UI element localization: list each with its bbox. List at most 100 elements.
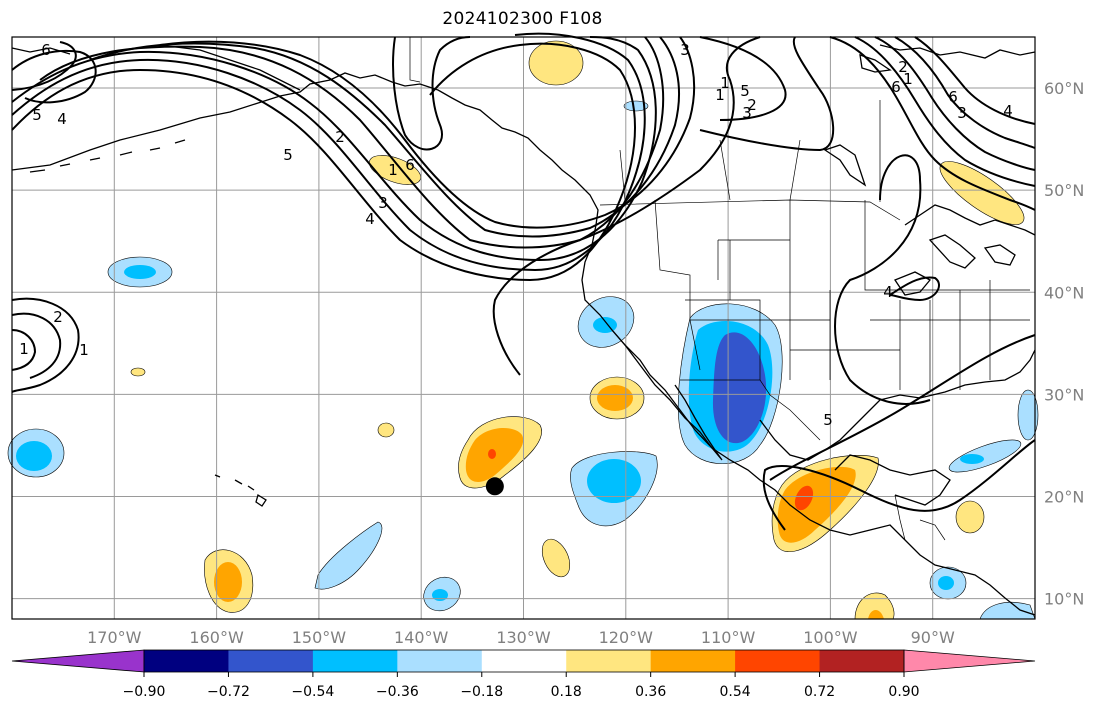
contour-line (159, 36, 696, 229)
contour-line (11, 297, 80, 393)
negative-anomaly-region (979, 601, 1036, 620)
colorbar-tick-label: −0.36 (376, 684, 419, 700)
height-contours (11, 32, 1036, 531)
yucatan-coastline (834, 454, 951, 506)
negative-anomaly-core (938, 576, 954, 590)
political-borders (409, 37, 1030, 541)
colorbar-tick-label: −0.90 (123, 684, 166, 700)
colorbar-outline (143, 649, 905, 673)
aleutian-islands (29, 139, 186, 173)
colorbar-tick-label: 0.72 (804, 684, 835, 700)
longitude-label: 100°W (803, 628, 858, 647)
colorbar-segment (819, 650, 905, 672)
gulf-coastline (759, 349, 1036, 461)
contour-line (11, 36, 657, 262)
colorbar-tick-label: −0.72 (207, 684, 250, 700)
longitude-label: 120°W (599, 628, 654, 647)
longitude-label: 130°W (496, 628, 551, 647)
island (214, 474, 221, 478)
contour-label: 6 (41, 41, 51, 59)
province-border (619, 100, 881, 202)
contour-line (829, 36, 1036, 211)
contour-line (894, 36, 1036, 149)
latitude-label: 60°N (1044, 79, 1084, 98)
colorbar-segment (650, 650, 736, 672)
storm-position-marker (485, 477, 504, 496)
contour-label: 6 (891, 78, 901, 96)
colorbar-segment (144, 650, 229, 672)
great-lakes-shore (904, 204, 1036, 236)
central-america-border (894, 494, 946, 541)
great-lake (983, 244, 1016, 266)
colorbar-tick-label: −0.18 (460, 684, 503, 700)
contour-label: 2 (53, 308, 63, 326)
contour-label: 5 (740, 82, 750, 100)
contour-label: 3 (742, 104, 752, 122)
negative-anomaly-core (124, 265, 156, 279)
positive-anomaly-core (868, 609, 884, 619)
contour-line (11, 32, 646, 272)
us-mexico-border (680, 379, 821, 441)
longitude-label: 150°W (292, 628, 347, 647)
longitude-labels: 170°W 160°W 150°W 140°W 130°W 120°W 110°W 100°W… (87, 628, 955, 647)
colorbar-segment (312, 650, 398, 672)
map-title: 2024102300 F108 (442, 9, 603, 29)
positive-anomaly-region (955, 500, 985, 534)
strong-positive-anomaly-core (488, 449, 496, 459)
strong-positive-anomaly-core (794, 485, 814, 511)
island (255, 493, 267, 507)
baja-coastline (611, 329, 723, 461)
latitude-label: 40°N (1044, 283, 1084, 302)
contour-line (89, 36, 681, 238)
contour-line (11, 312, 62, 379)
colorbar-segment (228, 650, 314, 672)
contour-label: 4 (883, 283, 893, 301)
contour-label: 5 (32, 106, 42, 124)
contour-line (11, 42, 636, 282)
negative-anomaly-core (587, 459, 641, 503)
contour-line (492, 36, 761, 376)
colorbar-segment (397, 650, 483, 672)
map-gridlines (12, 37, 1035, 619)
island (823, 144, 867, 187)
colorbar-segment (566, 650, 652, 672)
contour-label: 1 (903, 70, 913, 88)
contour-label: 5 (283, 146, 293, 164)
colorbar-segment (735, 650, 821, 672)
colorbar-tick-label: 0.54 (720, 684, 751, 700)
contour-label: 3 (957, 104, 967, 122)
colorbar-tick-label: −0.54 (291, 684, 334, 700)
longitude-label: 160°W (189, 628, 244, 647)
contour-label: 3 (378, 194, 388, 212)
alaska-coast (159, 44, 301, 91)
great-lake (928, 234, 976, 269)
contour-line (914, 36, 1036, 125)
longitude-label: 110°W (701, 628, 756, 647)
contour-label: 1 (79, 341, 89, 359)
contour-line (11, 49, 97, 104)
positive-anomaly-region (377, 422, 395, 438)
contour-line (889, 276, 940, 302)
contour-label: 3 (680, 41, 690, 59)
great-lake (894, 271, 932, 296)
island (247, 485, 255, 491)
contour-line (762, 439, 1036, 531)
colorbar-tick-label: 0.18 (551, 684, 582, 700)
positive-anomaly-core (777, 466, 856, 543)
map-frame (11, 36, 1036, 620)
contour-label: 6 (948, 88, 958, 106)
contour-label: 2 (747, 96, 757, 114)
negative-anomaly-region (948, 439, 1022, 473)
contour-line (874, 36, 1036, 171)
colorbar-tick-label: 0.90 (888, 684, 919, 700)
positive-anomaly-region (854, 592, 895, 620)
contour-line (769, 334, 1036, 481)
island (859, 54, 892, 73)
contour-line (11, 329, 37, 371)
colorbar: −0.90 −0.72 −0.54 −0.36 −0.18 0.18 0.36 0.54 0.7… (11, 649, 1036, 700)
contour-label: 2 (335, 128, 345, 146)
contour-label: 4 (365, 210, 375, 228)
island (234, 479, 243, 485)
positive-anomaly-core (597, 385, 633, 411)
